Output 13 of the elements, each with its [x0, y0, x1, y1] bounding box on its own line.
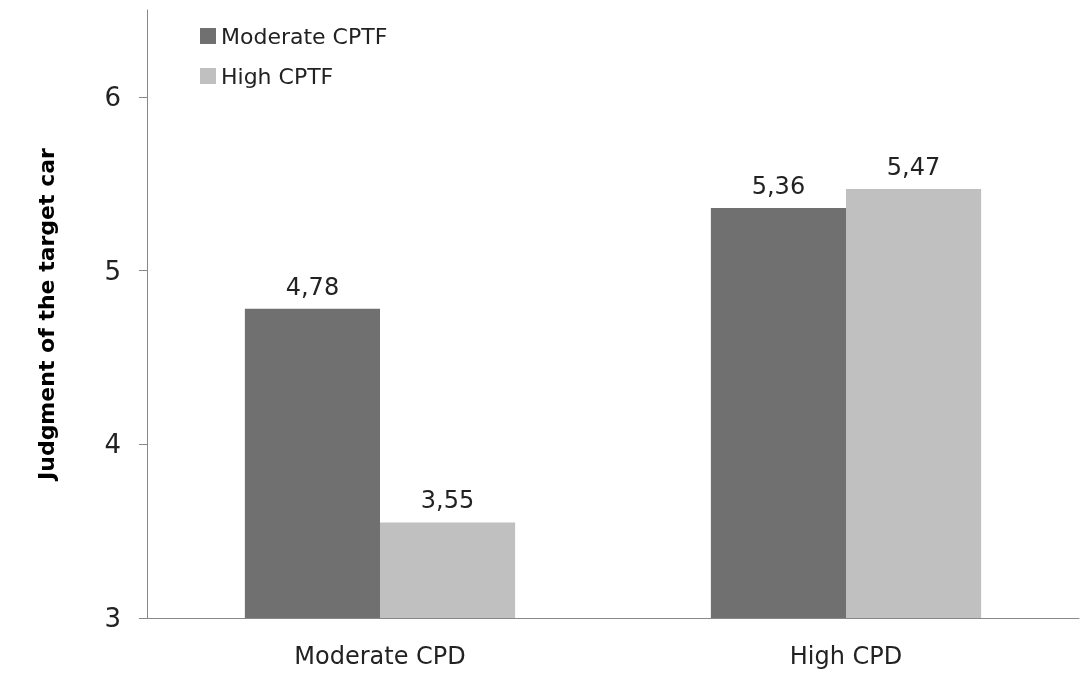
legend-label: Moderate CPTF: [221, 23, 388, 49]
y-tick-label: 4: [104, 429, 121, 460]
y-tick-label: 3: [104, 603, 121, 633]
x-tick-label: High CPD: [789, 642, 903, 670]
data-label: 4,78: [285, 272, 340, 301]
x-tick-label: Moderate CPD: [294, 642, 466, 670]
y-axis-title: Judgment of the target car: [33, 147, 59, 482]
y-tick-label: 6: [104, 81, 121, 112]
data-label: 5,36: [751, 172, 806, 201]
legend-label: High CPTF: [221, 63, 334, 89]
data-label: 3,55: [420, 486, 475, 515]
data-label: 5,47: [886, 152, 941, 181]
y-tick-label: 5: [104, 255, 121, 286]
